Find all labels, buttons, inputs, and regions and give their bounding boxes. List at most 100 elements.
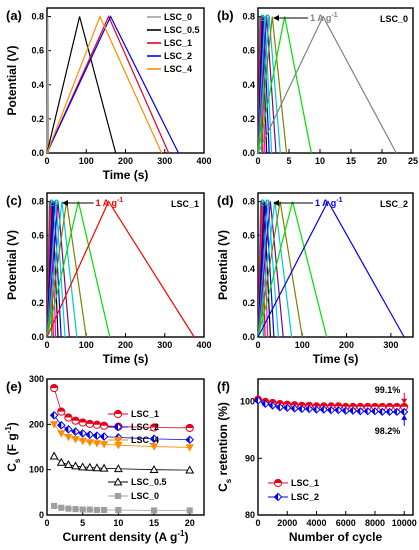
y-tick-label: 0.0 [242,148,255,158]
data-point-LSC_2-fill [342,407,346,415]
y-tick-label: 0.4 [242,80,255,90]
data-point-LSC_1-fill [386,403,394,407]
x-tick-label: 5 [286,156,291,166]
legend-entry: LSC_4 [131,435,159,445]
x-tick-label: 100 [79,340,94,350]
data-point-LSC_2-fill [305,405,310,413]
data-point-LSC_4 [78,437,87,446]
series-line-4 [257,201,275,338]
legend-entry: LSC_2 [164,51,192,61]
legend-marker-fill [274,493,278,501]
y-tick-label: 0.2 [242,298,255,308]
x-tick-label: 5 [80,518,85,528]
panel-label: (e) [6,379,22,394]
x-tick-label: 6000 [336,518,356,528]
y-axis-label-close: ) [5,422,19,426]
series-line-5 [46,201,66,338]
x-axis-label: Time (s) [103,352,149,366]
data-point-LSC_0 [58,504,65,511]
rate-high-label: 20 [260,13,270,23]
data-point-LSC_2-fill [100,432,105,441]
data-point-LSC_1-fill [335,402,342,407]
panel-label: (f) [217,379,230,394]
y-tick-label: 0.2 [31,114,44,124]
legend-entry: LSC_0 [131,491,159,501]
legend-entry: LSC_4 [164,64,192,74]
y-tick-label: 0.6 [31,46,44,56]
y-axis-label: Cs (F g-1) [4,422,22,472]
data-point-LSC_2-fill [254,397,258,404]
x-axis-label: Current density (A g-1) [62,529,188,544]
legend-marker-fill [274,479,282,483]
data-point-LSC_1-fill [364,403,372,407]
retention-arrowhead-lsc1 [401,398,408,404]
rate-arrow-head [273,200,279,206]
y-tick-label: 0.0 [31,332,44,342]
data-point-LSC_0 [86,506,93,513]
series-line-5 [257,201,279,338]
rate-low-label: 1 A g-1 [96,197,124,208]
data-point-LSC_2-fill [71,427,76,436]
x-axis-label-sup: -1 [177,529,185,538]
panel-label: (b) [217,8,234,23]
series-line-9 [46,201,111,338]
data-point-LSC_2-fill [320,406,324,413]
x-tick-label: 15 [149,518,159,528]
legend-entry: LSC_0.5 [164,25,200,35]
data-point-LSC_0.5 [71,461,80,470]
data-point-LSC_4 [64,433,73,442]
legend-marker [113,477,123,486]
data-point-LSC_1-fill [86,420,94,424]
x-tick-label: 10 [315,156,325,166]
x-tick-label: 10000 [392,518,417,528]
x-tick-label: 100 [295,340,310,350]
legend-entry: LSC_2 [291,492,319,502]
data-point-LSC_1-fill [298,402,306,406]
series-line-7 [257,16,281,154]
sample-label: LSC_1 [171,199,199,209]
data-point-LSC_2-fill [57,421,62,429]
series-line-LSC_0 [46,16,50,154]
sample-label: LSC_2 [380,199,408,209]
data-point-LSC_2-fill [186,436,190,444]
data-point-LSC_1-fill [283,401,291,405]
data-point-LSC_4 [99,441,109,449]
x-axis-label-end: ) [185,530,189,544]
y-axis-label: Potential (V) [216,230,230,300]
data-point-LSC_0.5 [56,457,66,466]
rate-arrow-head [62,200,68,206]
sample-label: LSC_0 [380,14,408,24]
y-tick-label: 0.6 [31,230,44,240]
legend-entry: LSC_2 [131,422,159,432]
x-tick-label: 0 [255,156,260,166]
x-tick-label: 0 [255,518,260,528]
series-line-9 [257,201,328,338]
x-axis-label: Time (s) [313,352,359,366]
y-axis-label-end: retention (%) [216,402,230,479]
series-line-7 [46,201,78,338]
series-line-5 [257,16,273,154]
data-point-LSC_0.5 [78,462,88,471]
data-point-LSC_2-fill [349,407,354,415]
data-point-LSC_0 [79,506,86,513]
y-tick-label: 0.6 [242,46,255,56]
rate-high-label: 20 [49,198,59,208]
x-tick-label: 20 [185,518,195,528]
x-tick-label: 300 [157,156,172,166]
retention-label-lsc2: 98.2% [375,426,401,436]
data-point-LSC_1-fill [186,424,194,428]
data-point-LSC_2-fill [393,408,397,416]
panel-label: (a) [6,8,22,23]
data-point-LSC_0.5 [99,463,109,472]
data-point-LSC_2-fill [50,411,55,419]
rate-high-label: 20 [260,198,270,208]
y-tick-label: 0.8 [242,196,255,206]
x-axis-label: Time (s) [103,168,149,182]
data-point-LSC_4 [185,444,194,452]
y-axis-label-sub: s [13,458,22,463]
data-point-LSC_0.5 [185,465,195,474]
y-tick-label: 100 [240,397,255,407]
legend-marker [113,436,123,445]
data-point-LSC_1-fill [342,403,350,407]
y-axis-label-end: (F g [5,433,19,458]
